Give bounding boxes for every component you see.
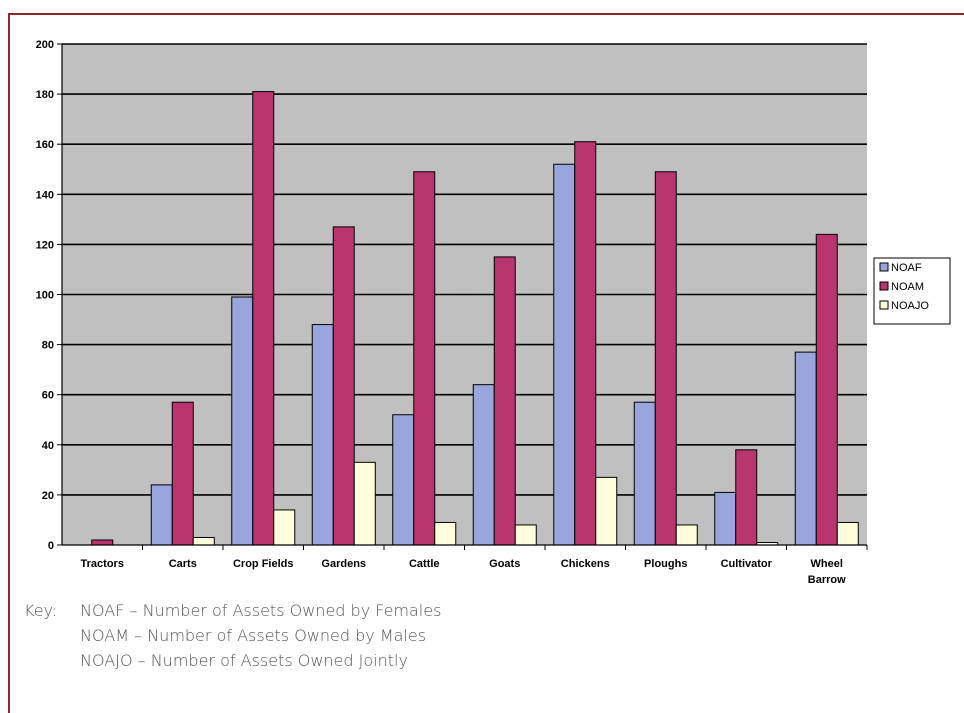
- axes: 0 20 40 60 80 100 120 140 160 180 200 Tractors Carts…: [36, 39, 868, 586]
- bar-noajo: [192, 536, 215, 546]
- bar-noajo: [273, 509, 296, 546]
- legend-swatch-noam: [879, 281, 889, 291]
- bar-noam: [332, 226, 355, 546]
- bar-noaf: [231, 296, 254, 546]
- bar-noaf: [633, 401, 656, 546]
- bar-noaf: [794, 351, 817, 546]
- key-entry-noaf: NOAF – Number of Assets Owned by Females: [80, 601, 442, 620]
- x-tick-label: Crop Fields: [233, 558, 294, 570]
- bars: [91, 91, 859, 546]
- legend-swatch-noajo: [879, 300, 889, 310]
- bar-noajo: [595, 476, 618, 546]
- frame-top-border: [8, 13, 964, 15]
- legend-label-noam: NOAM: [891, 281, 924, 293]
- bar-noajo: [514, 524, 537, 546]
- bar-noam: [735, 449, 758, 546]
- bar-noam: [654, 171, 677, 546]
- x-tick-label: Goats: [489, 558, 520, 570]
- x-tick-label: Carts: [169, 558, 197, 570]
- y-tick-label: 80: [42, 340, 54, 352]
- y-tick-label: 20: [42, 490, 54, 502]
- bar-chart: 0 20 40 60 80 100 120 140 160 180 200 Tractors Carts…: [36, 39, 951, 586]
- frame-left-border: [8, 13, 10, 713]
- x-tick-label: Wheel Barrow: [808, 558, 846, 586]
- bar-noaf: [714, 491, 737, 546]
- bar-noaf: [553, 163, 576, 546]
- legend-label-noajo: NOAJO: [891, 300, 929, 312]
- bar-noam: [815, 233, 838, 546]
- key-entry-noajo: NOAJO – Number of Assets Owned Jointly: [80, 651, 408, 670]
- x-tick-label: Cattle: [409, 558, 440, 570]
- y-tick-label: 100: [36, 290, 54, 302]
- x-tick-label: Tractors: [81, 558, 124, 570]
- y-tick-label: 60: [42, 390, 54, 402]
- x-tick-label: Cultivator: [721, 558, 773, 570]
- bar-noam: [171, 401, 194, 546]
- key-row-1: NOAM – Number of Assets Owned by Males: [24, 623, 441, 648]
- key-prefix: Key:: [24, 601, 58, 620]
- key-block: Key: NOAF – Number of Assets Owned by Fe…: [24, 598, 441, 673]
- bar-noam: [413, 171, 436, 546]
- y-tick-label: 160: [36, 139, 54, 151]
- bar-noam: [91, 539, 114, 546]
- x-tick-label: Chickens: [561, 558, 610, 570]
- bar-noaf: [392, 414, 415, 546]
- bar-noajo: [836, 521, 859, 546]
- x-tick-label: Gardens: [321, 558, 366, 570]
- bar-noaf: [472, 384, 495, 546]
- y-tick-label: 200: [36, 39, 54, 51]
- y-tick-label: 40: [42, 440, 54, 452]
- key-row-0: Key: NOAF – Number of Assets Owned by Fe…: [24, 598, 441, 623]
- key-entry-noam: NOAM – Number of Assets Owned by Males: [80, 626, 427, 645]
- bar-noam: [252, 91, 275, 546]
- bar-noam: [493, 256, 516, 546]
- bar-noam: [574, 141, 597, 546]
- bar-noajo: [353, 461, 376, 546]
- x-tick-label: Ploughs: [644, 558, 687, 570]
- legend-label-noaf: NOAF: [891, 262, 922, 274]
- bar-noajo: [675, 524, 698, 546]
- legend-swatch-noaf: [879, 262, 889, 272]
- bar-noajo: [434, 521, 457, 546]
- legend: NOAF NOAM NOAJO: [873, 257, 951, 325]
- y-tick-label: 120: [36, 239, 54, 251]
- bar-noaf: [311, 324, 334, 546]
- y-tick-label: 140: [36, 189, 54, 201]
- y-tick-label: 180: [36, 89, 54, 101]
- bar-noaf: [150, 484, 173, 546]
- y-tick-label: 0: [48, 540, 54, 552]
- key-row-2: NOAJO – Number of Assets Owned Jointly: [24, 648, 441, 673]
